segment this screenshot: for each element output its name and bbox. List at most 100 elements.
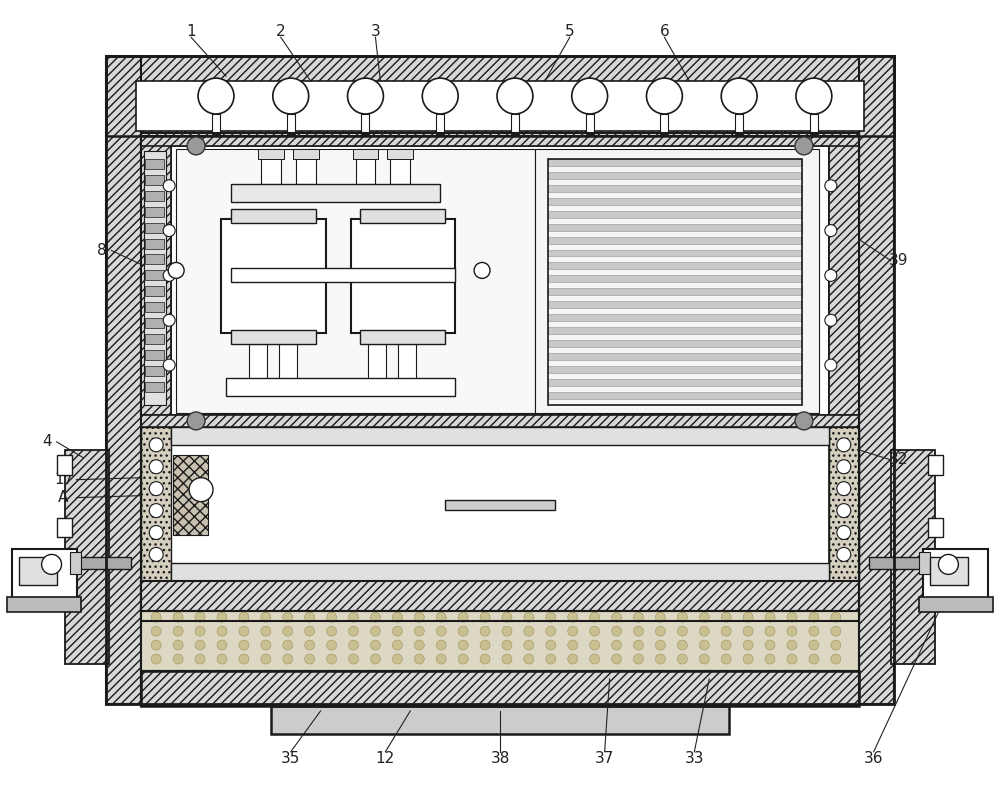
Circle shape <box>458 654 468 664</box>
Circle shape <box>349 654 359 664</box>
Circle shape <box>195 612 205 623</box>
Circle shape <box>502 654 512 664</box>
Bar <box>65 450 109 664</box>
Bar <box>548 159 802 405</box>
Circle shape <box>458 626 468 636</box>
Circle shape <box>743 612 753 623</box>
Bar <box>535 149 819 413</box>
Circle shape <box>699 612 709 623</box>
Circle shape <box>370 640 380 650</box>
Circle shape <box>217 654 227 664</box>
Circle shape <box>149 460 163 474</box>
Bar <box>106 56 894 136</box>
Circle shape <box>239 612 249 623</box>
Bar <box>173 455 208 534</box>
Circle shape <box>590 640 600 650</box>
Circle shape <box>765 654 775 664</box>
Bar <box>145 318 164 328</box>
Circle shape <box>327 626 337 636</box>
Bar <box>928 518 943 538</box>
Bar <box>279 344 297 384</box>
Bar <box>296 149 316 183</box>
Bar <box>398 344 416 384</box>
Circle shape <box>349 626 359 636</box>
Bar <box>145 238 164 249</box>
Circle shape <box>677 626 687 636</box>
Circle shape <box>837 526 851 539</box>
Circle shape <box>612 612 622 623</box>
Bar <box>141 415 859 427</box>
Bar <box>548 366 802 373</box>
Bar <box>221 219 326 333</box>
Circle shape <box>809 640 819 650</box>
Circle shape <box>699 626 709 636</box>
Circle shape <box>655 612 665 623</box>
Bar <box>360 331 445 344</box>
Circle shape <box>568 640 578 650</box>
Bar <box>586 114 594 134</box>
Bar <box>145 254 164 264</box>
Circle shape <box>436 654 446 664</box>
Text: 35: 35 <box>281 752 300 767</box>
Bar <box>145 334 164 344</box>
Circle shape <box>217 640 227 650</box>
Circle shape <box>612 654 622 664</box>
Circle shape <box>837 548 851 561</box>
Circle shape <box>261 654 271 664</box>
Bar <box>12 549 77 599</box>
Bar <box>171 427 829 445</box>
Bar <box>106 56 894 704</box>
Circle shape <box>590 626 600 636</box>
Bar <box>19 557 57 586</box>
Bar <box>226 378 455 396</box>
Bar <box>141 582 859 611</box>
Circle shape <box>765 612 775 623</box>
Circle shape <box>151 654 161 664</box>
Circle shape <box>572 78 608 114</box>
Bar <box>145 223 164 233</box>
Circle shape <box>392 654 402 664</box>
Circle shape <box>239 626 249 636</box>
Circle shape <box>837 504 851 518</box>
Bar <box>176 149 535 413</box>
Circle shape <box>261 640 271 650</box>
Bar <box>891 450 935 664</box>
Circle shape <box>163 314 175 327</box>
Bar <box>548 249 802 257</box>
Bar <box>548 392 802 399</box>
Circle shape <box>634 626 643 636</box>
Bar <box>57 518 72 538</box>
Circle shape <box>458 612 468 623</box>
Circle shape <box>831 654 841 664</box>
Circle shape <box>825 359 837 371</box>
Circle shape <box>837 460 851 474</box>
Bar <box>387 149 413 159</box>
Circle shape <box>590 612 600 623</box>
Text: 8: 8 <box>97 243 106 258</box>
Circle shape <box>151 626 161 636</box>
Circle shape <box>480 640 490 650</box>
Circle shape <box>173 626 183 636</box>
Circle shape <box>414 612 424 623</box>
Bar <box>145 366 164 376</box>
Bar <box>368 344 386 384</box>
Bar <box>919 597 993 612</box>
Circle shape <box>721 612 731 623</box>
Circle shape <box>721 640 731 650</box>
Bar <box>548 327 802 334</box>
Bar <box>141 136 859 146</box>
Circle shape <box>195 626 205 636</box>
Bar <box>145 286 164 297</box>
Circle shape <box>837 482 851 496</box>
Bar <box>829 136 859 415</box>
Circle shape <box>305 626 315 636</box>
Circle shape <box>198 78 234 114</box>
Bar <box>145 382 164 392</box>
Bar <box>548 237 802 243</box>
Circle shape <box>42 554 62 575</box>
Circle shape <box>149 504 163 518</box>
Circle shape <box>436 640 446 650</box>
Text: 38: 38 <box>490 752 510 767</box>
Circle shape <box>743 654 753 664</box>
Bar <box>144 151 166 405</box>
